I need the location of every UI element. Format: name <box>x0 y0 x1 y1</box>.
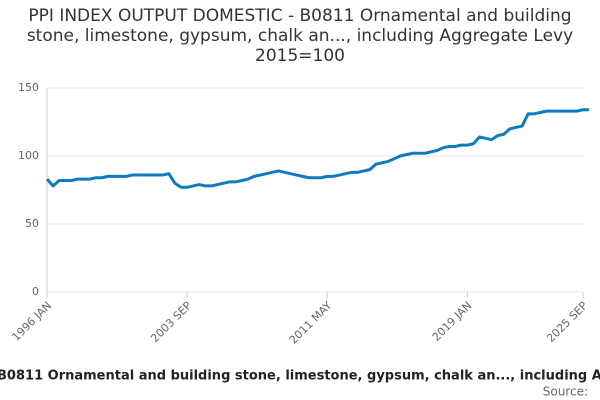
x-tick-label: 1996 JAN <box>9 299 54 344</box>
y-tick-label: 50 <box>25 217 39 230</box>
y-tick-label: 150 <box>18 81 39 94</box>
source-label: Source: <box>543 385 588 399</box>
x-tick-label: 2025 SEP <box>544 299 590 345</box>
x-tick-label: 2019 JAN <box>430 299 475 344</box>
y-tick-label: 100 <box>18 149 39 162</box>
chart-title: PPI INDEX OUTPUT DOMESTIC - B0811 Orname… <box>26 6 574 66</box>
x-tick-label: 2003 SEP <box>148 299 194 345</box>
y-tick-label: 0 <box>32 285 39 298</box>
caption-title: PPI INDEX OUTPUT DOMESTIC - B0811 Orname… <box>0 369 600 384</box>
x-tick-label: 2011 MAY <box>287 299 335 347</box>
data-line <box>45 108 590 189</box>
